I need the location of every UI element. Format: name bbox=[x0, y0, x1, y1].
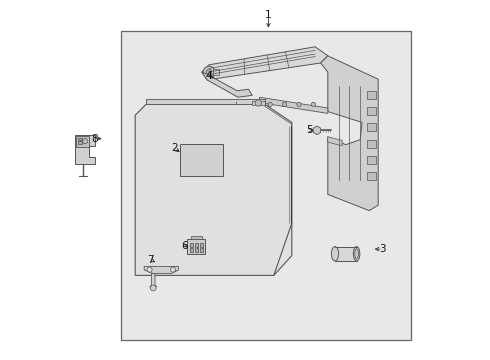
Circle shape bbox=[282, 102, 287, 107]
Circle shape bbox=[171, 267, 175, 272]
Bar bbox=[78, 141, 81, 144]
Circle shape bbox=[206, 69, 212, 75]
Ellipse shape bbox=[331, 247, 339, 261]
Polygon shape bbox=[135, 104, 292, 275]
Bar bbox=[195, 248, 198, 252]
Polygon shape bbox=[320, 56, 378, 211]
Polygon shape bbox=[202, 72, 252, 97]
Bar bbox=[78, 138, 81, 140]
Bar bbox=[191, 236, 202, 239]
Bar bbox=[335, 247, 357, 261]
Bar bbox=[367, 140, 376, 148]
Bar bbox=[367, 91, 376, 99]
Polygon shape bbox=[313, 126, 321, 135]
Ellipse shape bbox=[353, 247, 360, 261]
Bar bbox=[121, 31, 411, 340]
Bar bbox=[367, 123, 376, 131]
Bar bbox=[76, 136, 90, 147]
Text: 8: 8 bbox=[91, 134, 98, 144]
Polygon shape bbox=[202, 47, 328, 80]
Bar bbox=[367, 107, 376, 115]
Bar bbox=[187, 239, 205, 254]
Polygon shape bbox=[146, 99, 265, 104]
Circle shape bbox=[297, 102, 301, 107]
Text: 4: 4 bbox=[205, 71, 212, 81]
Polygon shape bbox=[265, 104, 292, 124]
Polygon shape bbox=[328, 137, 342, 146]
Polygon shape bbox=[144, 266, 178, 274]
Text: 3: 3 bbox=[379, 244, 386, 254]
Text: 5: 5 bbox=[306, 125, 313, 135]
Circle shape bbox=[255, 100, 262, 106]
Bar bbox=[367, 156, 376, 164]
Bar bbox=[213, 69, 219, 75]
Bar bbox=[195, 243, 198, 247]
Bar bbox=[190, 243, 193, 247]
Polygon shape bbox=[252, 101, 265, 105]
Polygon shape bbox=[180, 144, 223, 176]
Circle shape bbox=[203, 66, 215, 78]
Polygon shape bbox=[149, 274, 157, 287]
Bar bbox=[367, 172, 376, 180]
Bar bbox=[199, 248, 203, 252]
Text: 1: 1 bbox=[265, 10, 272, 20]
Circle shape bbox=[147, 267, 152, 272]
Text: 7: 7 bbox=[147, 255, 154, 265]
Text: 2: 2 bbox=[172, 143, 178, 153]
Bar bbox=[199, 243, 203, 247]
Circle shape bbox=[311, 102, 316, 107]
Circle shape bbox=[268, 102, 272, 107]
Text: 6: 6 bbox=[181, 240, 188, 251]
Circle shape bbox=[150, 285, 156, 291]
Bar bbox=[190, 248, 193, 252]
Polygon shape bbox=[75, 135, 95, 164]
Polygon shape bbox=[259, 97, 328, 113]
